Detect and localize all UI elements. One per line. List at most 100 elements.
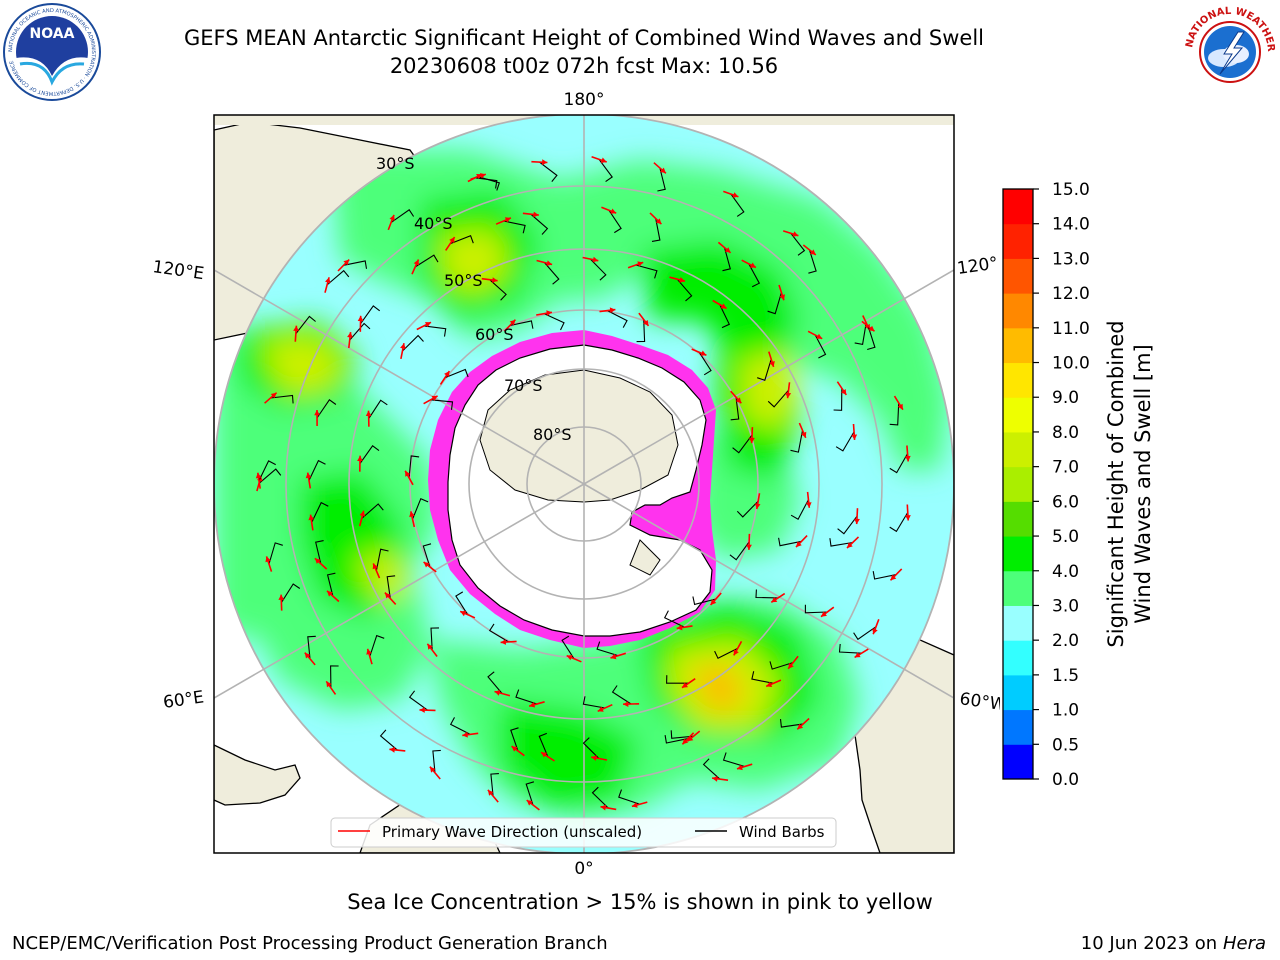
wind-barb <box>422 543 432 568</box>
vector-mark <box>627 261 658 279</box>
vector-mark <box>357 305 381 332</box>
vector-mark <box>495 217 526 234</box>
wave-arrow-head <box>327 590 333 597</box>
vector-mark <box>426 627 440 657</box>
wave-arrow-head <box>444 371 450 378</box>
legend-wave-label: Primary Wave Direction (unscaled) <box>382 823 642 841</box>
colorbar-label-line1: Significant Height of Combined <box>1104 320 1128 647</box>
wave-arrow-head <box>796 541 802 548</box>
wind-barb <box>804 604 828 614</box>
wave-height-field <box>214 115 954 853</box>
vector-mark <box>790 422 807 453</box>
wave-arrow-head <box>429 766 436 773</box>
wind-barb <box>607 310 628 328</box>
vector-mark <box>304 635 316 666</box>
wave-arrow-head <box>816 333 823 339</box>
colorbar-tick-label: 11.0 <box>1052 319 1090 339</box>
wind-barb <box>295 315 316 335</box>
wind-barb <box>664 735 689 744</box>
colorbar-tick-label: 10.0 <box>1052 354 1090 374</box>
wave-arrow-head <box>357 455 363 462</box>
wind-barb <box>676 278 693 302</box>
wind-barb <box>412 497 429 520</box>
lon-label-0: 0° <box>574 859 593 879</box>
vector-mark <box>769 655 799 670</box>
wave-arrow-head <box>409 511 415 518</box>
graticule <box>214 115 954 853</box>
wind-barb <box>591 786 609 809</box>
wave-arrow-head <box>712 776 718 782</box>
wave-arrow-head <box>854 652 861 658</box>
vector-mark <box>889 445 911 474</box>
vector-mark <box>601 206 622 234</box>
wave-arrow-head <box>365 410 372 416</box>
wave-arrow-head <box>504 217 511 223</box>
vector-mark <box>767 382 792 408</box>
wave-arrow-head <box>676 624 683 631</box>
wind-barb <box>582 696 606 709</box>
vector-mark <box>872 568 903 581</box>
wind-barb <box>835 431 855 452</box>
wind-barb <box>611 685 632 705</box>
vector-mark <box>807 330 827 359</box>
wind-barb <box>790 232 806 256</box>
wave-arrow-head <box>679 277 685 283</box>
wind-barb <box>722 247 731 272</box>
wind-barb <box>444 368 469 379</box>
wind-barb <box>692 596 717 606</box>
wave-arrow-head <box>724 247 731 253</box>
wind-barb <box>598 159 613 183</box>
wind-barb <box>379 729 398 751</box>
wave-arrow-head <box>854 518 860 525</box>
wave-arrow-head <box>431 395 438 401</box>
wave-arrow-head <box>868 325 875 332</box>
wind-barb <box>280 583 301 603</box>
wave-arrow-head <box>278 594 285 600</box>
vector-mark <box>326 572 340 603</box>
wind-barb <box>757 359 772 382</box>
wave-arrow-head <box>314 558 321 564</box>
wave-arrow-head <box>326 681 332 688</box>
wind-barb <box>308 459 326 481</box>
colorbar-swatch <box>1003 362 1033 398</box>
colorbar-swatch <box>1003 258 1033 294</box>
vector-mark <box>636 312 650 343</box>
wind-barb <box>543 313 565 331</box>
vector-mark <box>755 589 786 603</box>
wind-barb <box>258 460 276 481</box>
wave-arrow-head <box>533 211 539 218</box>
wind-barb <box>449 234 474 245</box>
vector-mark <box>384 575 397 605</box>
wind-barb <box>488 623 509 643</box>
colorbar-tick-label: 5.0 <box>1052 527 1079 547</box>
colorbar-tick-label: 0.5 <box>1052 735 1079 755</box>
vector-mark <box>582 696 613 713</box>
vector-mark <box>790 491 812 520</box>
wind-barb <box>474 177 498 189</box>
vector-mark <box>802 244 817 274</box>
wave-arrow-head <box>771 597 778 603</box>
wave-arrow-head <box>792 231 799 237</box>
wind-barb <box>430 627 440 651</box>
wave-arrow-head <box>788 662 794 669</box>
colorbar-swatch <box>1003 640 1033 676</box>
vector-mark <box>669 276 693 302</box>
wave-arrow-head <box>904 455 911 462</box>
wave-arrow-head <box>720 303 727 309</box>
wind-barb <box>636 319 646 343</box>
wind-barb <box>657 167 666 192</box>
vector-mark <box>278 583 301 611</box>
colorbar-tick-label: 7.0 <box>1052 458 1079 478</box>
colorbar-swatch <box>1003 536 1033 572</box>
vector-mark <box>481 277 507 301</box>
wave-arrow-head <box>343 259 350 266</box>
vector-mark <box>372 548 389 579</box>
wave-arrow-head <box>492 277 498 283</box>
wave-arrow-head <box>566 655 573 661</box>
wave-arrow-head <box>500 639 506 645</box>
wave-arrow-head <box>905 515 911 521</box>
vector-mark <box>314 540 328 570</box>
wave-arrow-head <box>847 542 853 548</box>
wind-barb <box>651 218 661 242</box>
wind-barb <box>390 209 415 223</box>
